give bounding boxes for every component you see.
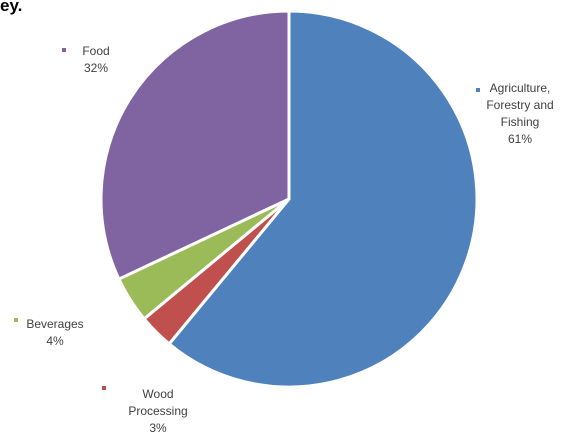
legend-key-beverages [14, 318, 18, 322]
legend-key-agriculture-forestry-and-fishing [476, 88, 480, 92]
pie-slice-agriculture-forestry-and-fishing [167, 9, 479, 389]
truncated-heading-text: ey. [0, 0, 23, 15]
data-label-agriculture-forestry-and-fishing: Agriculture, Forestry and Fishing 61% [486, 81, 553, 146]
legend-key-food [62, 48, 66, 52]
data-label-food: Food 32% [82, 44, 109, 75]
pie-slice-food [99, 9, 291, 281]
legend-key-wood-processing [102, 386, 106, 390]
data-label-beverages: Beverages 4% [26, 317, 83, 348]
data-label-wood-processing: Wood Processing 3% [128, 387, 187, 434]
